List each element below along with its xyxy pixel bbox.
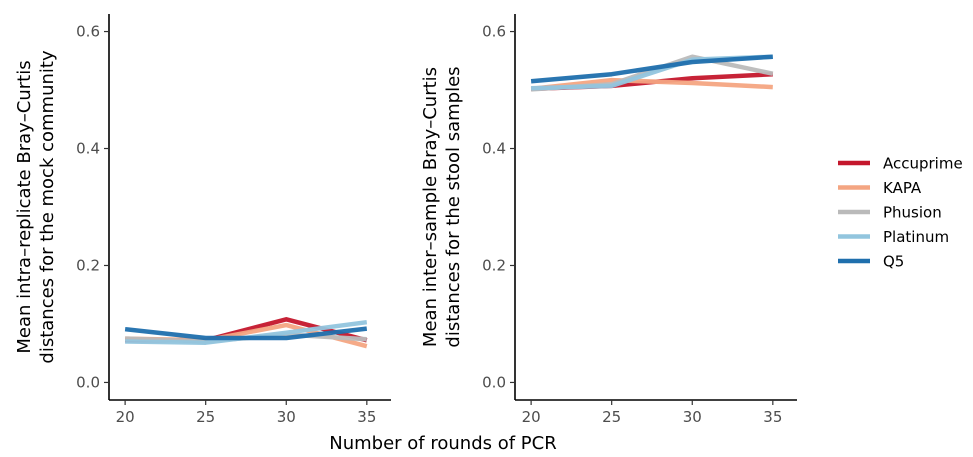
left-y-tick-label: 0.4 <box>76 140 100 158</box>
left-x-tick-label: 20 <box>116 408 135 426</box>
legend-label-accuprime: Accuprime <box>883 155 963 173</box>
left-y-tick-label: 0.6 <box>76 23 100 41</box>
legend-label-kapa: KAPA <box>883 179 922 197</box>
right-y-axis-title-line1: Mean inter–sample Bray–Curtis <box>420 67 441 347</box>
right-y-tick-label: 0.6 <box>482 23 506 41</box>
left-y-tick-label: 0.2 <box>76 256 100 274</box>
right-y-tick-label: 0.0 <box>482 373 506 391</box>
left-y-axis-title-line1: Mean intra–replicate Bray–Curtis <box>14 60 35 353</box>
right-panel: 0.0 0.2 0.4 0.6 20 25 30 35 Mean inter–sample Br… <box>420 14 797 426</box>
left-x-tick-label: 35 <box>357 408 376 426</box>
left-y-tick-label: 0.0 <box>76 373 100 391</box>
right-x-tick-label: 30 <box>683 408 702 426</box>
legend-label-platinum: Platinum <box>883 228 949 246</box>
x-axis-title: Number of rounds of PCR <box>329 433 556 454</box>
right-x-tick-label: 25 <box>602 408 621 426</box>
right-y-tick-label: 0.4 <box>482 140 506 158</box>
legend-label-q5: Q5 <box>883 253 904 271</box>
legend-label-phusion: Phusion <box>883 204 942 222</box>
right-x-tick-label: 35 <box>763 408 782 426</box>
left-x-tick-label: 30 <box>277 408 296 426</box>
left-panel: 0.0 0.2 0.4 0.6 20 25 30 35 Mean intra–replicate… <box>14 14 391 426</box>
left-series-q5 <box>124 326 368 341</box>
legend: Accuprime KAPA Phusion Platinum Q5 <box>838 155 963 271</box>
left-y-axis-title-line2: distances for the mock community <box>37 50 58 364</box>
right-series-q5 <box>530 54 773 84</box>
right-x-tick-label: 20 <box>522 408 541 426</box>
right-y-tick-label: 0.2 <box>482 256 506 274</box>
left-x-tick-label: 25 <box>196 408 215 426</box>
right-y-axis-title-line2: distances for the stool samples <box>443 66 464 347</box>
right-series-kapa <box>530 77 773 92</box>
